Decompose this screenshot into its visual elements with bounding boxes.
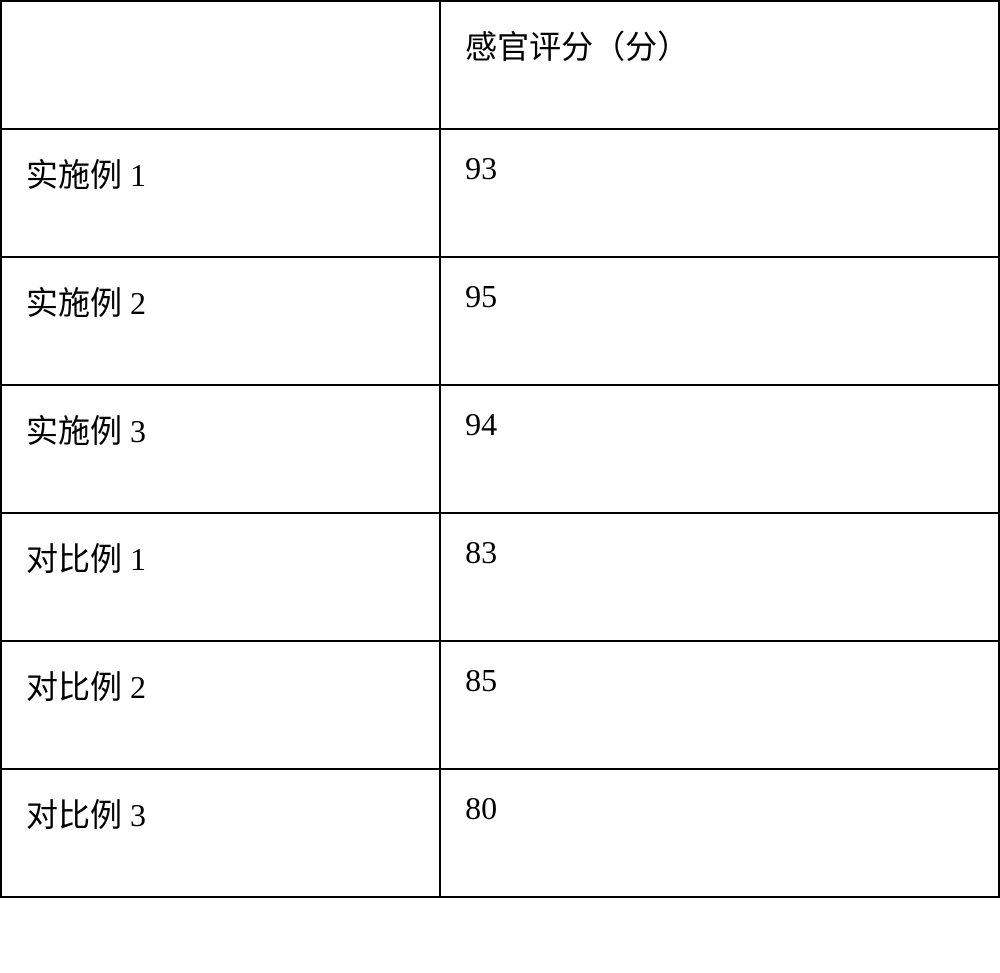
header-cell-label xyxy=(1,1,440,129)
row-label: 实施例 3 xyxy=(1,385,440,513)
row-value: 85 xyxy=(440,641,999,769)
row-value: 83 xyxy=(440,513,999,641)
table-row: 实施例 3 94 xyxy=(1,385,999,513)
row-label: 对比例 3 xyxy=(1,769,440,897)
table-row: 实施例 1 93 xyxy=(1,129,999,257)
row-label: 实施例 2 xyxy=(1,257,440,385)
header-cell-score: 感官评分（分） xyxy=(440,1,999,129)
score-table: 感官评分（分） 实施例 1 93 实施例 2 95 实施例 3 94 对比例 1… xyxy=(0,0,1000,898)
table-row: 对比例 3 80 xyxy=(1,769,999,897)
table-container: 感官评分（分） 实施例 1 93 实施例 2 95 实施例 3 94 对比例 1… xyxy=(0,0,1000,898)
row-value: 93 xyxy=(440,129,999,257)
table-row: 对比例 1 83 xyxy=(1,513,999,641)
row-value: 80 xyxy=(440,769,999,897)
row-label: 对比例 2 xyxy=(1,641,440,769)
table-row: 对比例 2 85 xyxy=(1,641,999,769)
row-label: 实施例 1 xyxy=(1,129,440,257)
row-value: 94 xyxy=(440,385,999,513)
row-value: 95 xyxy=(440,257,999,385)
table-row: 实施例 2 95 xyxy=(1,257,999,385)
row-label: 对比例 1 xyxy=(1,513,440,641)
table-header-row: 感官评分（分） xyxy=(1,1,999,129)
